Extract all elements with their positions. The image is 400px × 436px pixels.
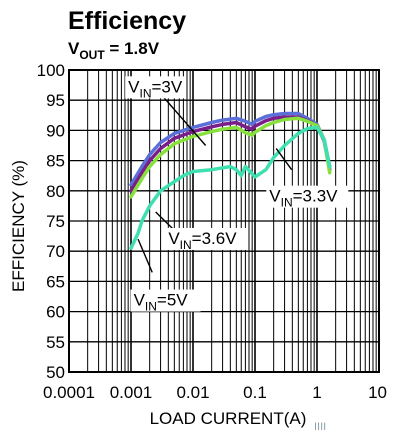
y-tick-label: 55 — [46, 333, 65, 352]
x-tick-label: 0.0001 — [43, 383, 95, 402]
tick-labels: 50 55 60 65 70 75 80 85 90 95 100 0.0001 0.001 0.01 0.… — [37, 61, 387, 402]
y-tick-label: 80 — [46, 182, 65, 201]
series-line-3 — [129, 125, 332, 250]
x-tick-label: 10 — [368, 383, 387, 402]
x-tick-label: 1 — [312, 383, 321, 402]
series-line-0 — [129, 111, 332, 187]
plot-frame — [68, 69, 380, 373]
series-line-2 — [129, 116, 332, 199]
series-label-1: VIN=3.3V — [269, 187, 338, 210]
series-label-bg-3 — [130, 289, 201, 312]
y-tick-label: 95 — [46, 91, 65, 110]
x-tick-label: 0.1 — [243, 383, 267, 402]
y-tick-label: 85 — [46, 152, 65, 171]
leader-line-1 — [275, 148, 293, 171]
series-layer — [129, 111, 332, 250]
x-axis-title: LOAD CURRENT(A) — [150, 409, 307, 428]
subtitle-rest: = 1.8V — [105, 39, 160, 58]
series-labels: VIN=3V VIN=3.3V VIN=3.6V VIN=5V — [125, 76, 349, 314]
y-axis-title: EFFICIENCY (%) — [9, 160, 28, 292]
series-label-0: VIN=3V — [128, 77, 183, 100]
y-tick-label: 70 — [46, 242, 65, 261]
series-label-bg-1 — [266, 185, 349, 208]
y-tick-label: 60 — [46, 303, 65, 322]
y-tick-label: 90 — [46, 121, 65, 140]
y-tick-label: 100 — [37, 61, 65, 80]
y-tick-label: 50 — [46, 363, 65, 382]
plot-grid — [68, 69, 380, 373]
x-tick-label: 0.01 — [176, 383, 209, 402]
watermark: IIII — [314, 421, 326, 433]
y-tick-label: 75 — [46, 212, 65, 231]
subtitle-main: V — [68, 39, 80, 58]
subtitle-sub: OUT — [79, 48, 105, 62]
series-label-3: VIN=5V — [134, 291, 189, 314]
chart-subtitle: VOUT = 1.8V — [68, 39, 160, 62]
series-label-bg-0 — [125, 76, 186, 99]
series-label-2: VIN=3.6V — [168, 229, 237, 252]
y-tick-label: 65 — [46, 272, 65, 291]
series-label-bg-2 — [165, 227, 248, 250]
x-tick-label: 0.001 — [110, 383, 153, 402]
chart-title: Efficiency — [68, 7, 186, 35]
leader-line-3 — [137, 238, 153, 273]
